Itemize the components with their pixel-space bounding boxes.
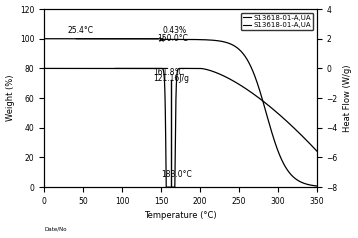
Text: 183.0°C: 183.0°C [161,170,192,179]
Text: 150.0°C: 150.0°C [157,34,188,43]
X-axis label: Temperature (°C): Temperature (°C) [144,211,217,220]
Text: Date/No: Date/No [44,226,67,231]
Text: 161.8°C: 161.8°C [153,68,184,77]
Y-axis label: Weight (%): Weight (%) [6,75,15,121]
Text: 121.16J/g: 121.16J/g [153,74,189,83]
Legend: S13618-01-A,UA, S13618-01-A,UA: S13618-01-A,UA, S13618-01-A,UA [241,13,314,30]
Text: 0.43%: 0.43% [163,26,187,35]
Y-axis label: Heat Flow (W/g): Heat Flow (W/g) [343,64,352,132]
Text: 25.4°C: 25.4°C [68,26,94,35]
